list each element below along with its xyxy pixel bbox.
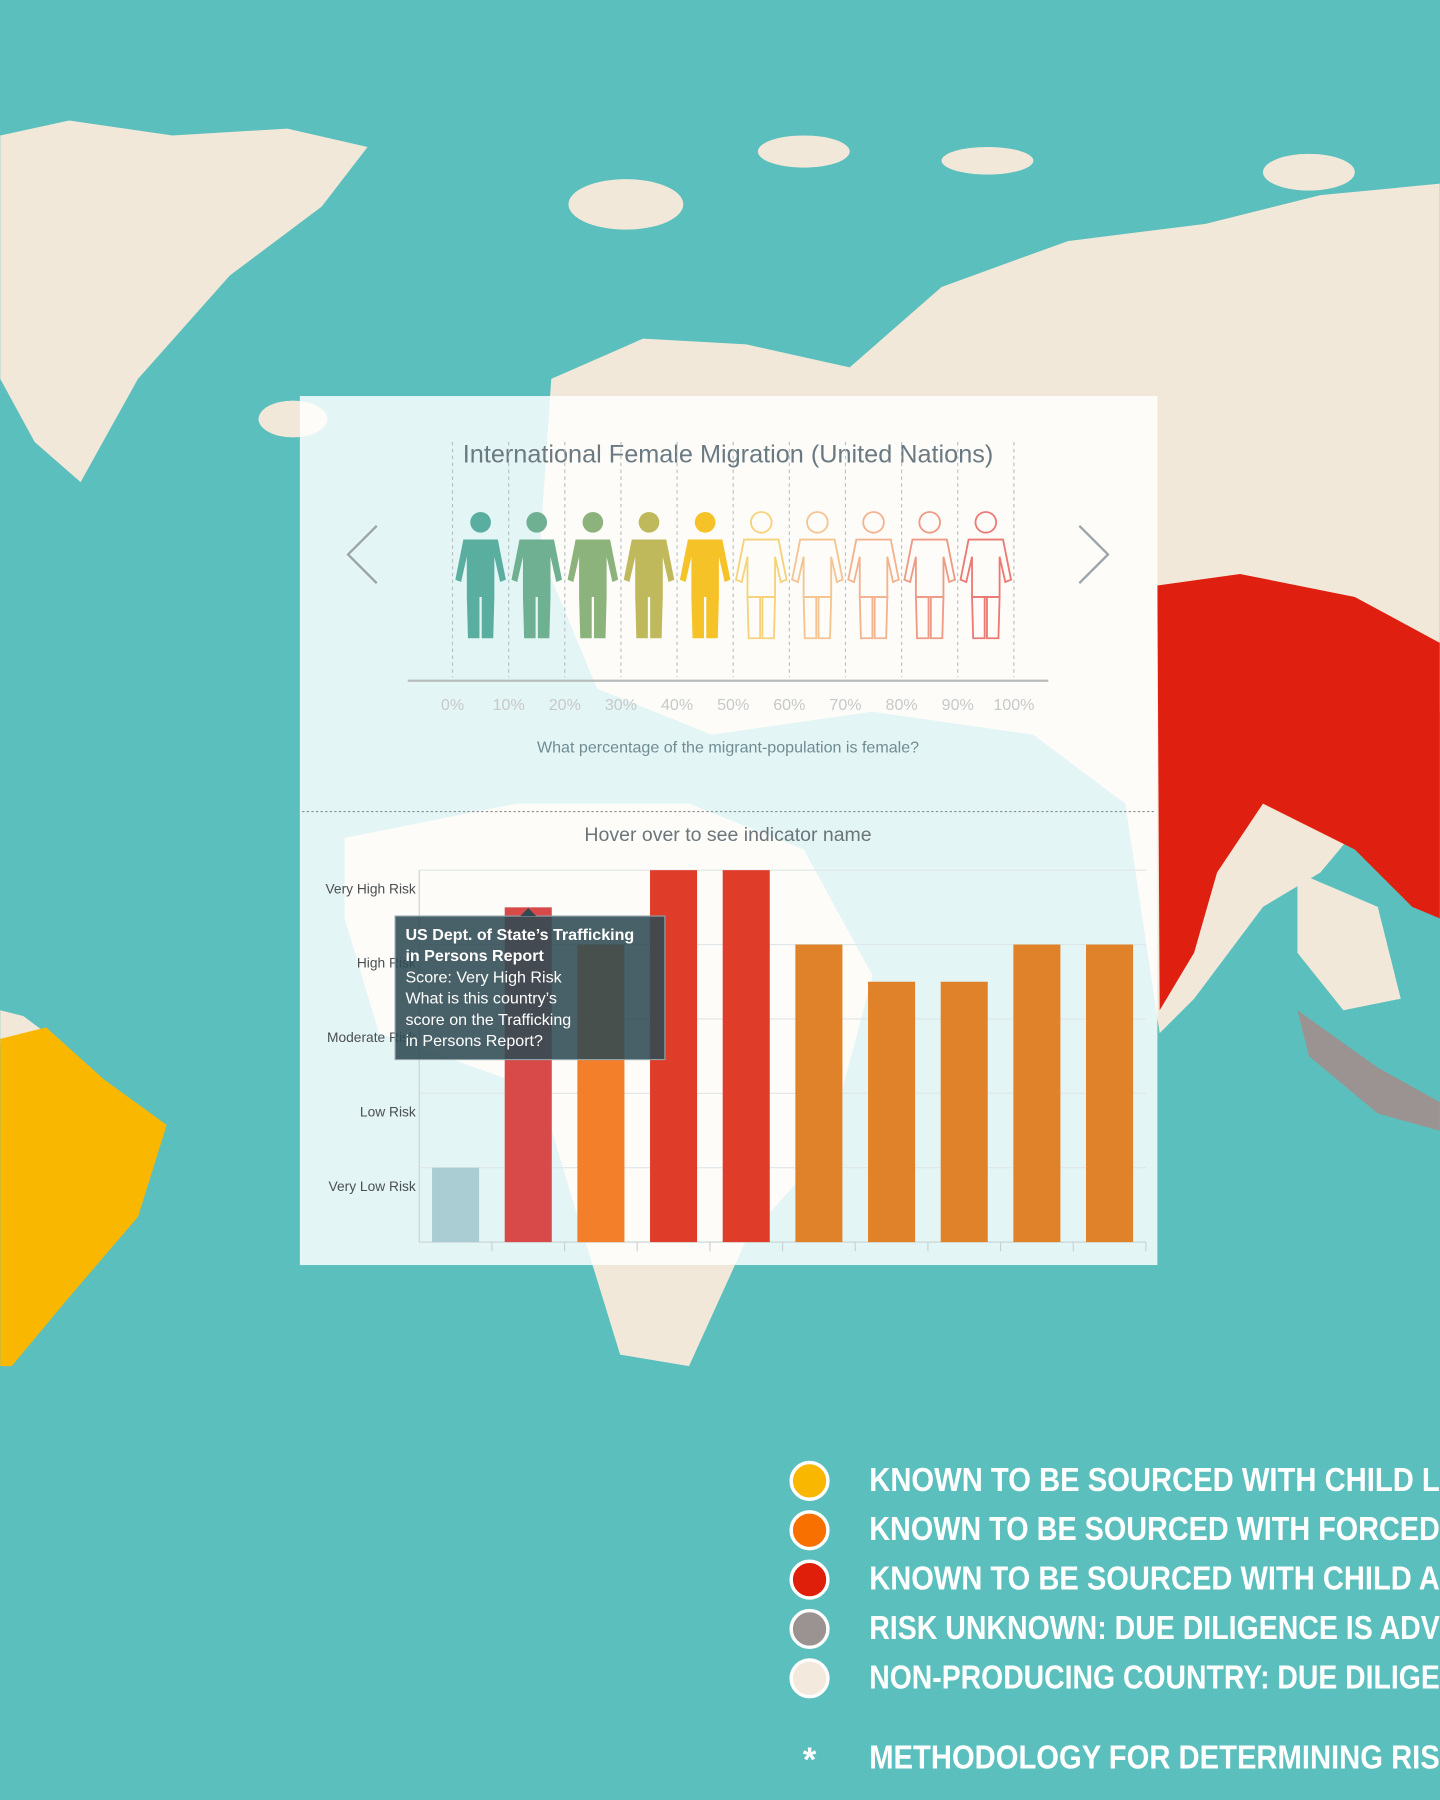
migration-title: International Female Migration (United N… — [463, 440, 994, 468]
bar[interactable] — [432, 1167, 480, 1243]
bar[interactable] — [868, 981, 916, 1243]
island — [941, 146, 1034, 175]
legend: KNOWN TO BE SOURCED WITH CHILD L KNOWN TO… — [789, 1460, 1440, 1779]
bar[interactable] — [795, 944, 843, 1243]
figure-head — [638, 511, 660, 533]
tooltip-question: score on the Trafficking — [405, 1011, 571, 1029]
indonesia — [1297, 1010, 1440, 1131]
person-figure — [734, 511, 788, 640]
figure-body — [623, 539, 675, 597]
figure-head — [750, 511, 773, 534]
x-tick-label: 100% — [993, 696, 1034, 714]
figure-head — [526, 511, 548, 533]
legend-label: NON-PRODUCING COUNTRY: DUE DILIGE — [869, 1659, 1440, 1696]
legend-swatch — [789, 1658, 830, 1699]
y-tick-label: Very Low Risk — [329, 1179, 416, 1194]
figure-body — [567, 539, 619, 597]
y-tick-label: Moderate Risk — [327, 1030, 416, 1045]
y-tick-label: Very High Risk — [326, 881, 416, 896]
figure-legs — [635, 596, 663, 639]
prev-arrow[interactable] — [346, 524, 378, 584]
figure-legs — [691, 596, 719, 639]
figure-legs — [914, 596, 945, 640]
bar[interactable] — [1086, 944, 1134, 1243]
tooltip-title: in Persons Report — [405, 947, 544, 965]
person-figure — [679, 511, 731, 639]
legend-swatch — [789, 1608, 830, 1650]
x-tick-label: 80% — [886, 696, 918, 714]
next-arrow[interactable] — [1078, 524, 1110, 584]
tooltip-box — [394, 915, 666, 1061]
person-figure — [455, 511, 506, 639]
bar[interactable] — [722, 870, 770, 1243]
chart-title: Hover over to see indicator name — [584, 824, 871, 846]
x-tick-label: 50% — [717, 696, 749, 714]
x-tick-label: 90% — [942, 696, 974, 714]
figure-body — [679, 539, 731, 597]
tooltip: US Dept. of State’s Trafficking in Person… — [394, 908, 666, 1061]
person-figure — [511, 511, 562, 639]
figure-head — [862, 511, 885, 534]
person-figure — [903, 511, 956, 640]
person-figure — [959, 511, 1013, 640]
x-tick-label: 70% — [829, 696, 861, 714]
y-tick-label: Low Risk — [360, 1104, 416, 1119]
tooltip-score: Score: Very High Risk — [405, 968, 562, 986]
island — [1262, 153, 1355, 191]
legend-label: KNOWN TO BE SOURCED WITH FORCED — [869, 1511, 1440, 1548]
southeast-asia — [1297, 872, 1401, 1011]
figure-legs — [522, 596, 551, 639]
tooltip-title: US Dept. of State’s Trafficking — [405, 926, 634, 944]
legend-label: RISK UNKNOWN: DUE DILIGENCE IS ADV — [869, 1610, 1440, 1647]
figure-body — [455, 539, 506, 597]
brazil — [0, 1027, 167, 1367]
figure-head — [582, 511, 604, 533]
x-tick-label: 60% — [773, 696, 805, 714]
bar[interactable] — [1013, 944, 1061, 1243]
x-tick-label: 20% — [549, 696, 581, 714]
figure-head — [694, 511, 716, 533]
legend-swatch — [789, 1510, 830, 1551]
tooltip-pointer — [520, 908, 537, 917]
figure-body — [511, 539, 562, 597]
person-figure — [791, 511, 844, 640]
figure-head — [974, 511, 998, 534]
x-tick-label: 0% — [441, 696, 464, 714]
tooltip-question: in Persons Report? — [405, 1032, 543, 1050]
x-tick-label: 40% — [661, 696, 693, 714]
greenland — [0, 120, 368, 483]
figure-legs — [802, 596, 833, 640]
person-figure — [623, 511, 675, 639]
figure-legs — [466, 596, 495, 639]
x-tick-label: 30% — [605, 696, 637, 714]
footnote-mark: * — [803, 1741, 817, 1779]
figure-legs — [858, 596, 889, 640]
x-tick-label: 10% — [493, 696, 525, 714]
migration-scale: 0% 10% 20% 30% 40% 50% 60% 70% 80% 90% 100% — [441, 441, 1034, 714]
island — [568, 179, 684, 230]
figure-legs — [579, 596, 607, 639]
person-figure — [847, 511, 900, 640]
figure-head — [918, 511, 941, 534]
island — [757, 135, 850, 168]
figure-head — [806, 511, 829, 534]
legend-label: KNOWN TO BE SOURCED WITH CHILD A — [869, 1561, 1440, 1598]
legend-swatch — [789, 1460, 830, 1501]
legend-swatch — [789, 1559, 830, 1600]
person-figure — [567, 511, 619, 639]
figure-legs — [746, 596, 776, 640]
figure-legs — [971, 596, 1001, 640]
migration-question: What percentage of the migrant-populatio… — [537, 739, 919, 757]
legend-label: KNOWN TO BE SOURCED WITH CHILD L — [869, 1462, 1440, 1499]
tooltip-question: What is this country’s — [405, 990, 556, 1008]
china-india — [1157, 573, 1440, 1011]
figure-head — [470, 511, 491, 533]
bar[interactable] — [940, 981, 988, 1243]
footnote-link[interactable]: METHODOLOGY FOR DETERMINING RIS — [869, 1740, 1440, 1777]
